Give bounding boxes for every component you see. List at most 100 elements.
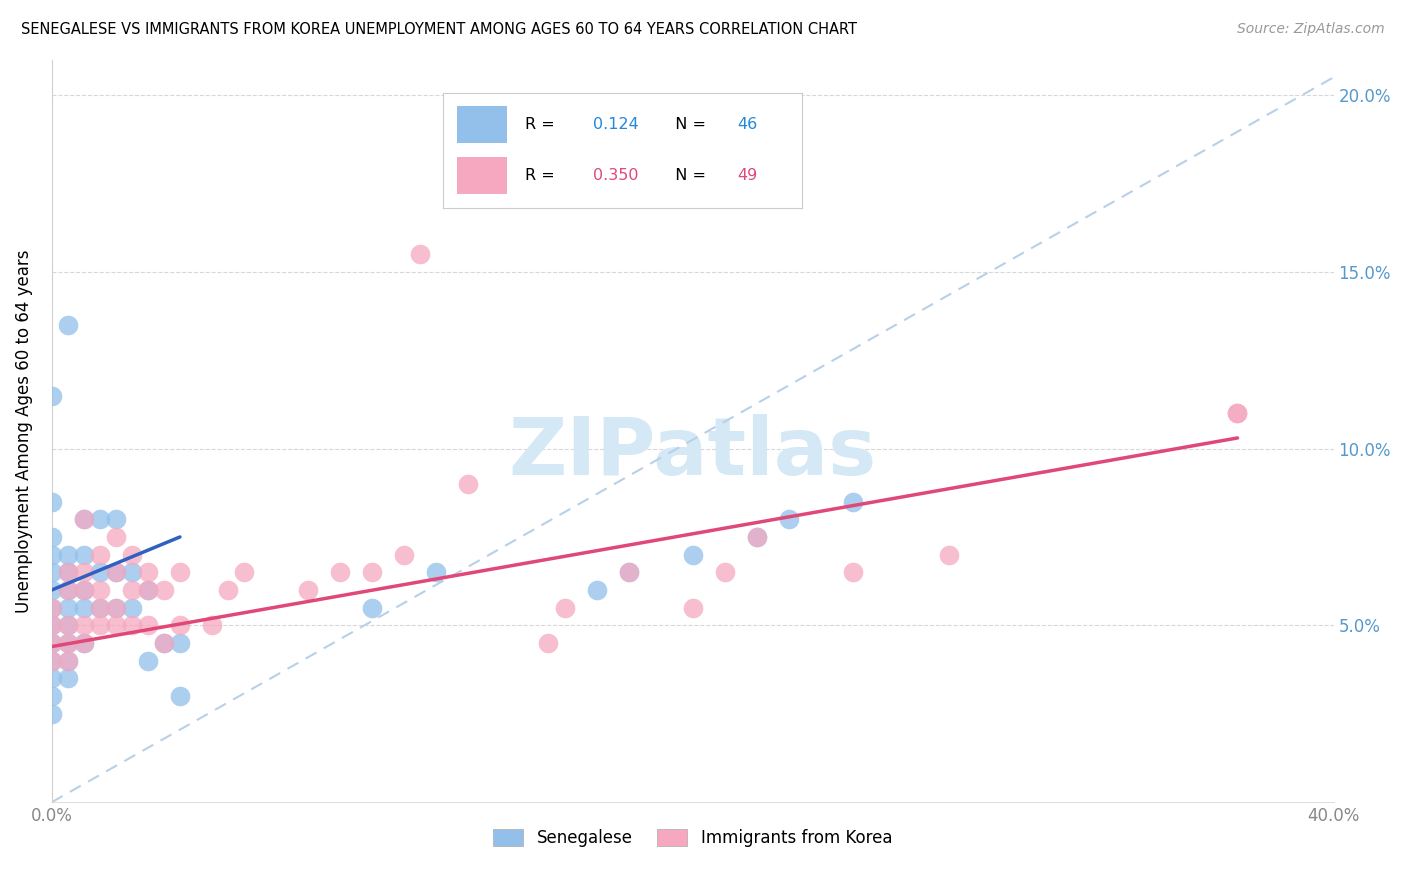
Point bbox=[73, 512, 96, 526]
Text: SENEGALESE VS IMMIGRANTS FROM KOREA UNEMPLOYMENT AMONG AGES 60 TO 64 YEARS CORRE: SENEGALESE VS IMMIGRANTS FROM KOREA UNEM… bbox=[21, 22, 858, 37]
Point bbox=[41, 618, 63, 632]
Point bbox=[56, 618, 79, 632]
Point bbox=[842, 566, 865, 580]
Point bbox=[713, 566, 735, 580]
Point bbox=[41, 654, 63, 668]
Point bbox=[233, 566, 256, 580]
Point bbox=[89, 548, 111, 562]
Point bbox=[745, 530, 768, 544]
Point bbox=[41, 654, 63, 668]
Point bbox=[89, 582, 111, 597]
Point bbox=[89, 566, 111, 580]
Point bbox=[73, 618, 96, 632]
Point bbox=[409, 247, 432, 261]
Point bbox=[361, 600, 384, 615]
Point bbox=[682, 600, 704, 615]
Point bbox=[56, 566, 79, 580]
Point bbox=[153, 636, 176, 650]
Point bbox=[778, 512, 800, 526]
Point bbox=[169, 689, 191, 703]
Y-axis label: Unemployment Among Ages 60 to 64 years: Unemployment Among Ages 60 to 64 years bbox=[15, 249, 32, 613]
Point bbox=[297, 582, 319, 597]
Point bbox=[73, 636, 96, 650]
Point bbox=[201, 618, 224, 632]
Point bbox=[121, 548, 143, 562]
Point bbox=[73, 582, 96, 597]
Point bbox=[73, 600, 96, 615]
Point bbox=[104, 566, 127, 580]
Point bbox=[41, 582, 63, 597]
Point bbox=[938, 548, 960, 562]
Point bbox=[56, 582, 79, 597]
Point bbox=[842, 494, 865, 508]
Point bbox=[104, 512, 127, 526]
Point bbox=[89, 618, 111, 632]
Text: Source: ZipAtlas.com: Source: ZipAtlas.com bbox=[1237, 22, 1385, 37]
Point bbox=[153, 582, 176, 597]
Point bbox=[104, 530, 127, 544]
Point bbox=[41, 706, 63, 721]
Point bbox=[41, 636, 63, 650]
Point bbox=[104, 600, 127, 615]
Point bbox=[217, 582, 239, 597]
Point bbox=[41, 618, 63, 632]
Point bbox=[1226, 406, 1249, 420]
Point bbox=[136, 582, 159, 597]
Point bbox=[361, 566, 384, 580]
Point bbox=[56, 618, 79, 632]
Point bbox=[56, 654, 79, 668]
Point bbox=[41, 566, 63, 580]
Point bbox=[1226, 406, 1249, 420]
Point bbox=[329, 566, 352, 580]
Point bbox=[56, 636, 79, 650]
Point bbox=[121, 582, 143, 597]
Point bbox=[617, 566, 640, 580]
Point bbox=[169, 618, 191, 632]
Point bbox=[136, 654, 159, 668]
Legend: Senegalese, Immigrants from Korea: Senegalese, Immigrants from Korea bbox=[486, 822, 898, 855]
Point bbox=[56, 654, 79, 668]
Point bbox=[56, 636, 79, 650]
Point bbox=[169, 636, 191, 650]
Point bbox=[56, 582, 79, 597]
Point bbox=[73, 548, 96, 562]
Point bbox=[73, 512, 96, 526]
Point bbox=[169, 566, 191, 580]
Point bbox=[89, 600, 111, 615]
Point bbox=[682, 548, 704, 562]
Point bbox=[104, 566, 127, 580]
Point bbox=[136, 582, 159, 597]
Point bbox=[745, 530, 768, 544]
Point bbox=[41, 689, 63, 703]
Point bbox=[73, 566, 96, 580]
Point bbox=[585, 582, 607, 597]
Point bbox=[537, 177, 560, 191]
Point bbox=[41, 600, 63, 615]
Point bbox=[73, 582, 96, 597]
Point bbox=[121, 618, 143, 632]
Point bbox=[41, 388, 63, 402]
Point bbox=[41, 672, 63, 686]
Point bbox=[121, 566, 143, 580]
Point bbox=[394, 548, 416, 562]
Point bbox=[617, 566, 640, 580]
Point bbox=[104, 618, 127, 632]
Point bbox=[153, 636, 176, 650]
Point bbox=[553, 600, 575, 615]
Point bbox=[56, 672, 79, 686]
Point bbox=[56, 600, 79, 615]
Point bbox=[41, 548, 63, 562]
Point bbox=[41, 530, 63, 544]
Point bbox=[104, 600, 127, 615]
Point bbox=[136, 618, 159, 632]
Point bbox=[425, 566, 447, 580]
Point bbox=[56, 566, 79, 580]
Point bbox=[73, 636, 96, 650]
Point bbox=[537, 636, 560, 650]
Point bbox=[121, 600, 143, 615]
Point bbox=[41, 636, 63, 650]
Point bbox=[41, 494, 63, 508]
Point bbox=[136, 566, 159, 580]
Point bbox=[56, 318, 79, 332]
Point bbox=[457, 477, 479, 491]
